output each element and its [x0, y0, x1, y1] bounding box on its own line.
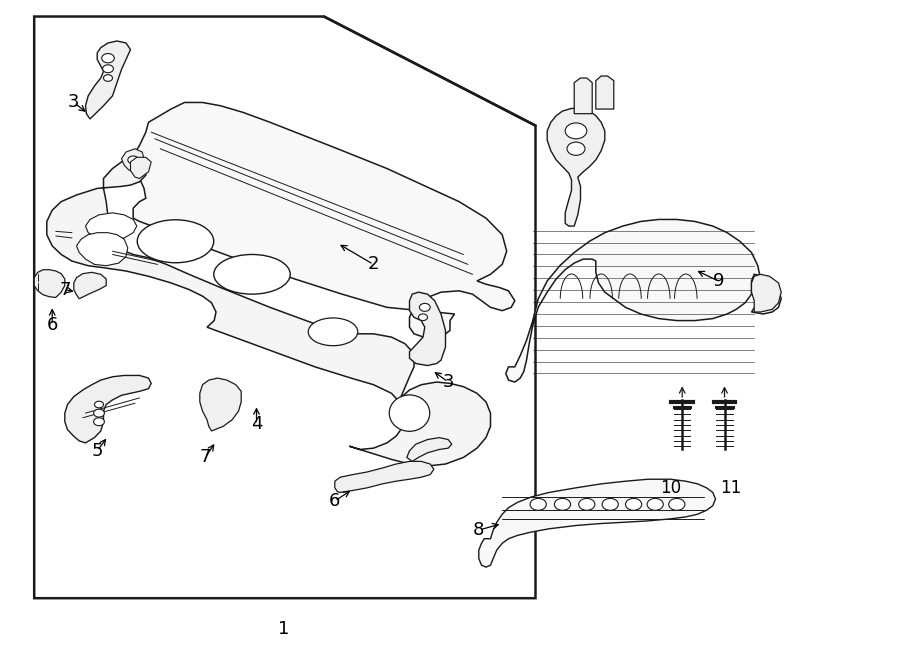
- Text: 7: 7: [59, 280, 70, 299]
- Circle shape: [103, 65, 113, 73]
- Text: 10: 10: [660, 479, 681, 497]
- Text: 6: 6: [47, 316, 58, 334]
- Text: 11: 11: [720, 479, 742, 497]
- Polygon shape: [86, 213, 137, 239]
- Circle shape: [102, 54, 114, 63]
- Polygon shape: [34, 17, 536, 598]
- Text: 6: 6: [329, 492, 340, 510]
- Polygon shape: [547, 108, 605, 226]
- Circle shape: [567, 142, 585, 155]
- Circle shape: [554, 498, 571, 510]
- Polygon shape: [34, 270, 65, 297]
- Polygon shape: [752, 274, 781, 312]
- Polygon shape: [200, 378, 241, 431]
- Text: 7: 7: [200, 448, 211, 467]
- Circle shape: [626, 498, 642, 510]
- Polygon shape: [65, 375, 151, 443]
- Circle shape: [94, 418, 104, 426]
- Polygon shape: [407, 438, 452, 461]
- Polygon shape: [335, 461, 434, 492]
- Text: 3: 3: [443, 373, 454, 391]
- Circle shape: [602, 498, 618, 510]
- Ellipse shape: [308, 318, 358, 346]
- Circle shape: [530, 498, 546, 510]
- Polygon shape: [86, 41, 130, 119]
- Polygon shape: [76, 233, 128, 266]
- Polygon shape: [133, 102, 515, 338]
- Polygon shape: [47, 159, 491, 466]
- Circle shape: [128, 156, 139, 164]
- Circle shape: [418, 314, 427, 321]
- Circle shape: [669, 498, 685, 510]
- Circle shape: [104, 75, 112, 81]
- Text: 3: 3: [68, 93, 79, 112]
- Text: 1: 1: [278, 620, 289, 639]
- Circle shape: [94, 409, 104, 417]
- Text: 5: 5: [92, 442, 103, 460]
- Polygon shape: [479, 479, 716, 567]
- Polygon shape: [410, 292, 446, 366]
- Ellipse shape: [214, 254, 290, 294]
- Polygon shape: [506, 219, 781, 382]
- Polygon shape: [74, 272, 106, 299]
- Circle shape: [579, 498, 595, 510]
- Text: 4: 4: [251, 415, 262, 434]
- Text: 9: 9: [713, 272, 724, 290]
- Circle shape: [565, 123, 587, 139]
- Circle shape: [419, 303, 430, 311]
- Ellipse shape: [389, 395, 430, 432]
- Text: 2: 2: [368, 255, 379, 274]
- Polygon shape: [130, 157, 151, 178]
- Polygon shape: [574, 78, 592, 114]
- Polygon shape: [122, 149, 144, 172]
- Text: 8: 8: [473, 521, 484, 539]
- Circle shape: [94, 401, 104, 408]
- Ellipse shape: [137, 219, 214, 262]
- Circle shape: [647, 498, 663, 510]
- Polygon shape: [596, 76, 614, 109]
